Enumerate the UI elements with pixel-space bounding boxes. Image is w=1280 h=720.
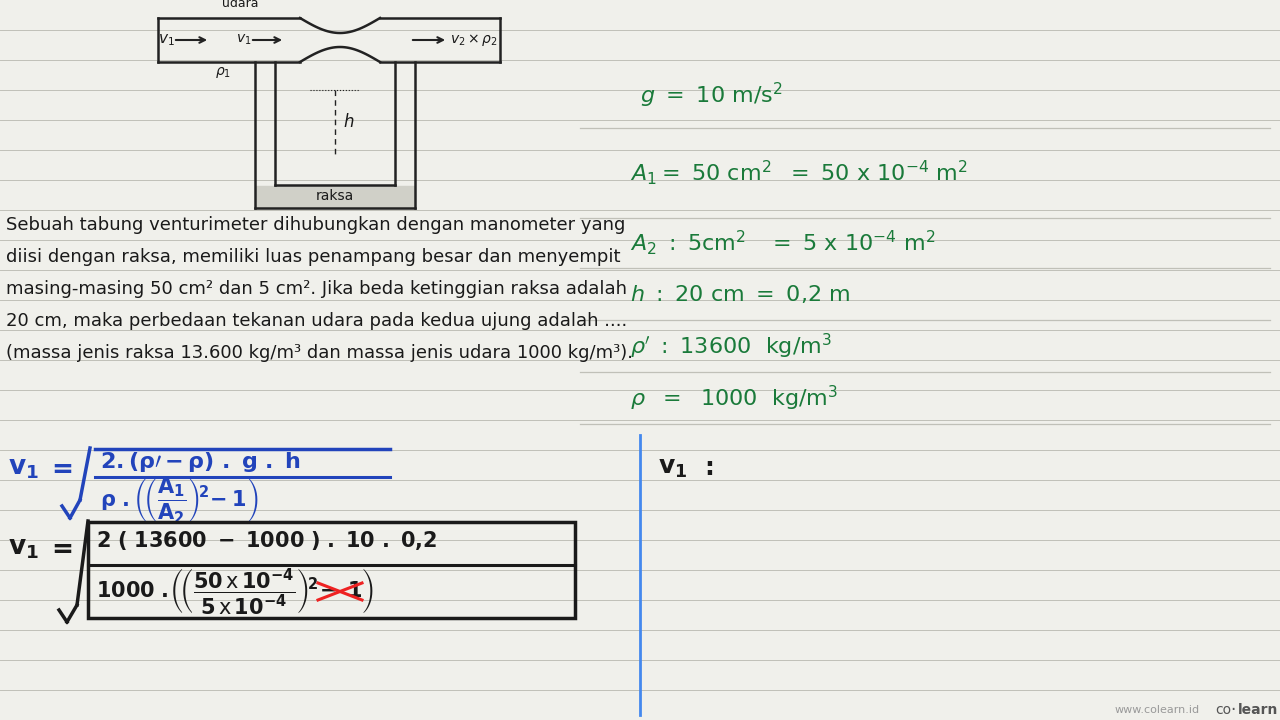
Text: $\mathbf{2\ (\ 13600\ -\ 1000\ )\ .\ 10\ .\ 0{,}2}$: $\mathbf{2\ (\ 13600\ -\ 1000\ )\ .\ 10\… — [96, 529, 436, 552]
Text: $\mathbf{\rho\ .\left(\!\left(\dfrac{A_1}{A_2}\right)^{\!2}\!-1\right)}$: $\mathbf{\rho\ .\left(\!\left(\dfrac{A_1… — [100, 475, 259, 525]
Bar — [256, 186, 413, 207]
Text: $\mathbf{v_1}$: $\mathbf{v_1}$ — [8, 455, 38, 481]
Text: learn: learn — [1238, 703, 1279, 717]
Text: $v_1$: $v_1$ — [236, 33, 251, 48]
Text: raksa: raksa — [316, 189, 355, 203]
Text: ·: · — [1230, 701, 1235, 719]
Text: (massa jenis raksa 13.600 kg/m³ dan massa jenis udara 1000 kg/m³).: (massa jenis raksa 13.600 kg/m³ dan mass… — [6, 344, 634, 362]
Bar — [88, 522, 575, 618]
Text: $\mathbf{=}$: $\mathbf{=}$ — [46, 535, 73, 561]
Text: $v_1$: $v_1$ — [157, 32, 175, 48]
Text: www.colearn.id: www.colearn.id — [1115, 705, 1201, 715]
Text: $\rho\mathbf{'}\ :\ 13600\ \ \rm{kg/m}^3$: $\rho\mathbf{'}\ :\ 13600\ \ \rm{kg/m}^3… — [630, 331, 832, 361]
Text: $\mathbf{v_1}$: $\mathbf{v_1}$ — [8, 535, 38, 561]
Text: $\rho_1$: $\rho_1$ — [215, 66, 232, 81]
Text: masing-masing 50 cm² dan 5 cm². Jika beda ketinggian raksa adalah: masing-masing 50 cm² dan 5 cm². Jika bed… — [6, 280, 627, 298]
Text: $v_2 \times \rho_2$: $v_2 \times \rho_2$ — [451, 32, 498, 48]
Text: $\mathbf{v_1}$: $\mathbf{v_1}$ — [658, 456, 687, 480]
Text: udara: udara — [221, 0, 259, 10]
Text: $A_1{=}\ 50\ \rm{cm}^2\ \ =\ 50\ \rm{x}\ 10^{-4}\ \rm{m}^2$: $A_1{=}\ 50\ \rm{cm}^2\ \ =\ 50\ \rm{x}\… — [630, 158, 968, 187]
Text: co: co — [1215, 703, 1231, 717]
Text: $\mathbf{1000\ .\!\left(\!\left(\dfrac{50\,\mathrm{x}\,10^{-4}}{5\,\mathrm{x}\,1: $\mathbf{1000\ .\!\left(\!\left(\dfrac{5… — [96, 567, 374, 618]
Text: Sebuah tabung venturimeter dihubungkan dengan manometer yang: Sebuah tabung venturimeter dihubungkan d… — [6, 216, 626, 234]
Text: $\mathbf{:}$: $\mathbf{:}$ — [700, 456, 714, 480]
Text: $\mathbf{2.(\rho\prime - \rho)\ .\ g\ .\ h}$: $\mathbf{2.(\rho\prime - \rho)\ .\ g\ .\… — [100, 450, 301, 474]
Text: $\rho\ \ =\ \ 1000\ \ \rm{kg/m}^3$: $\rho\ \ =\ \ 1000\ \ \rm{kg/m}^3$ — [630, 383, 838, 413]
Text: $A_2\ :\ 5\rm{cm}^2\ \ \ =\ 5\ \rm{x}\ 10^{-4}\ \rm{m}^2$: $A_2\ :\ 5\rm{cm}^2\ \ \ =\ 5\ \rm{x}\ 1… — [630, 229, 936, 257]
Text: diisi dengan raksa, memiliki luas penampang besar dan menyempit: diisi dengan raksa, memiliki luas penamp… — [6, 248, 621, 266]
Text: 20 cm, maka perbedaan tekanan udara pada kedua ujung adalah ....: 20 cm, maka perbedaan tekanan udara pada… — [6, 312, 627, 330]
Text: $g\ =\ 10\ \rm{m/s}^2$: $g\ =\ 10\ \rm{m/s}^2$ — [640, 81, 782, 109]
Text: $\mathbf{=}$: $\mathbf{=}$ — [46, 455, 73, 481]
Text: $h\ :\ 20\ \rm{cm}\ =\ 0{,}2\ \rm{m}$: $h\ :\ 20\ \rm{cm}\ =\ 0{,}2\ \rm{m}$ — [630, 283, 850, 305]
Text: h: h — [343, 113, 353, 131]
